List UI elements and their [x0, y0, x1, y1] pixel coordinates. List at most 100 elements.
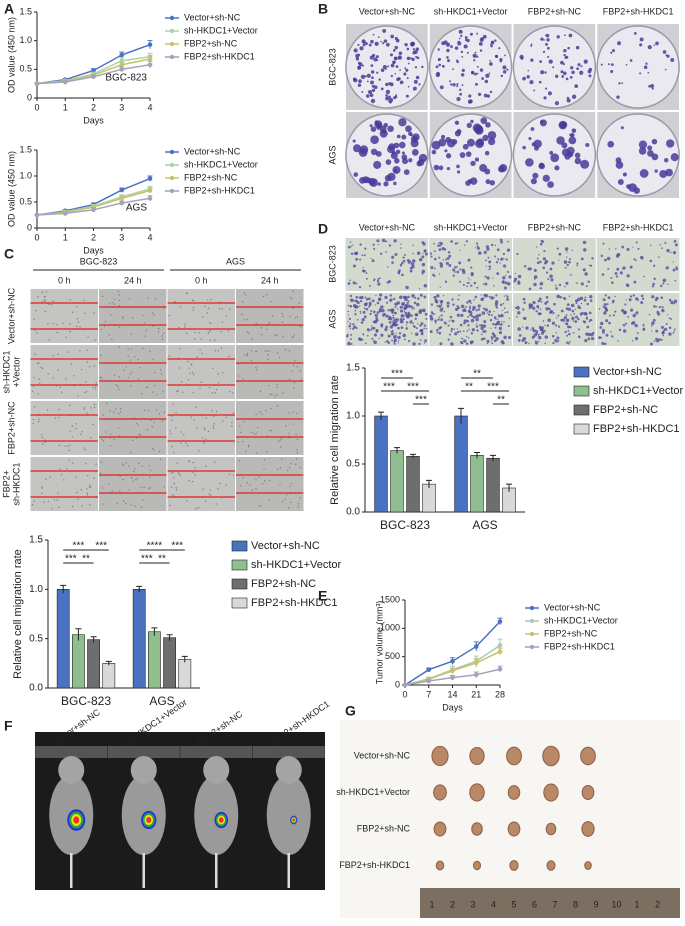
migrated-cell: [642, 324, 645, 327]
bar: [178, 659, 192, 689]
migrated-cell: [489, 318, 493, 322]
migrated-cell: [478, 251, 482, 255]
migrated-cell: [624, 303, 627, 306]
cell: [284, 498, 286, 501]
migrated-cell: [347, 304, 350, 307]
plate: [345, 113, 429, 197]
migrated-cell: [347, 333, 349, 336]
migrated-cell: [354, 309, 357, 312]
colony: [398, 51, 403, 56]
migrated-cell: [411, 294, 415, 298]
time-label: 24 h: [261, 275, 279, 285]
cell: [259, 411, 261, 413]
colony: [633, 32, 637, 35]
tumor: [435, 860, 445, 871]
cell: [168, 355, 171, 357]
cell: [204, 429, 206, 431]
migrated-cell: [389, 298, 393, 302]
migrated-cell: [392, 319, 394, 321]
cell: [276, 334, 278, 336]
migrated-cell: [418, 287, 421, 290]
data-point: [450, 658, 455, 664]
legend-marker: [529, 618, 535, 624]
colony: [413, 86, 417, 91]
colony: [452, 83, 456, 87]
migrated-cell: [625, 283, 628, 286]
migrated-cell: [422, 308, 426, 312]
migrated-cell: [565, 307, 569, 311]
migrated-cell: [560, 309, 564, 313]
migrated-cell: [670, 251, 672, 254]
axes: [36, 12, 150, 99]
cell: [191, 371, 194, 374]
migrated-cell: [405, 285, 409, 290]
migrated-cell: [424, 312, 428, 316]
migrated-cell: [400, 247, 402, 249]
cell: [170, 486, 173, 488]
colony: [526, 75, 530, 79]
colony: [415, 55, 418, 58]
cell: [255, 432, 258, 435]
data-point: [473, 660, 479, 666]
migrated-cell: [508, 275, 512, 279]
colony: [394, 158, 400, 164]
colony: [456, 59, 459, 62]
migrated-cell: [614, 295, 616, 298]
mouse-head: [58, 756, 85, 784]
migrated-cell: [440, 314, 443, 317]
colony: [438, 165, 444, 171]
migrated-cell: [410, 305, 414, 309]
colony: [498, 47, 501, 50]
cell: [131, 371, 133, 373]
migrated-cell: [551, 334, 555, 338]
migrated-cell: [493, 334, 497, 338]
migrated-cell: [513, 277, 518, 281]
migrated-cell: [467, 258, 471, 262]
cell: [42, 300, 44, 303]
cell: [221, 321, 224, 323]
cell: [266, 350, 268, 352]
migrated-cell: [443, 310, 446, 313]
colony: [387, 65, 390, 68]
migrated-cell: [502, 302, 505, 305]
migrated-cell: [500, 314, 504, 318]
cell: [94, 339, 96, 341]
migrated-cell: [586, 302, 589, 306]
migrated-cell: [501, 309, 504, 311]
colony: [361, 90, 364, 93]
column-label: FBP2+sh-NC: [528, 222, 582, 232]
cell: [151, 447, 154, 450]
data-point: [473, 672, 479, 678]
cell: [217, 382, 220, 384]
migrated-cell: [661, 247, 663, 249]
migrated-cell: [466, 335, 468, 338]
colony: [540, 120, 544, 124]
migrated-cell: [384, 313, 386, 315]
colony: [538, 80, 542, 84]
cell: [278, 356, 281, 359]
colony: [482, 34, 487, 39]
cell: [297, 503, 299, 505]
migrated-cell: [567, 330, 570, 332]
cell: [137, 358, 139, 361]
cell: [276, 352, 279, 354]
cell: [199, 387, 201, 389]
data-point: [119, 67, 125, 72]
migrated-cell: [391, 339, 394, 342]
migrated-cell: [399, 295, 403, 300]
migrated-cell: [483, 293, 487, 297]
migrated-cell: [447, 324, 450, 327]
colony: [653, 44, 656, 47]
cell: [288, 432, 290, 435]
colony: [489, 62, 493, 66]
bar: [148, 631, 161, 689]
colony: [375, 150, 382, 157]
migrated-cell: [496, 272, 500, 276]
ruler-label: 6: [532, 899, 537, 909]
cell: [260, 327, 263, 329]
migrated-cell: [467, 309, 471, 313]
migrated-cell: [672, 261, 674, 263]
colony: [431, 140, 441, 150]
migrated-cell: [418, 310, 422, 315]
migrated-cell: [673, 329, 676, 332]
